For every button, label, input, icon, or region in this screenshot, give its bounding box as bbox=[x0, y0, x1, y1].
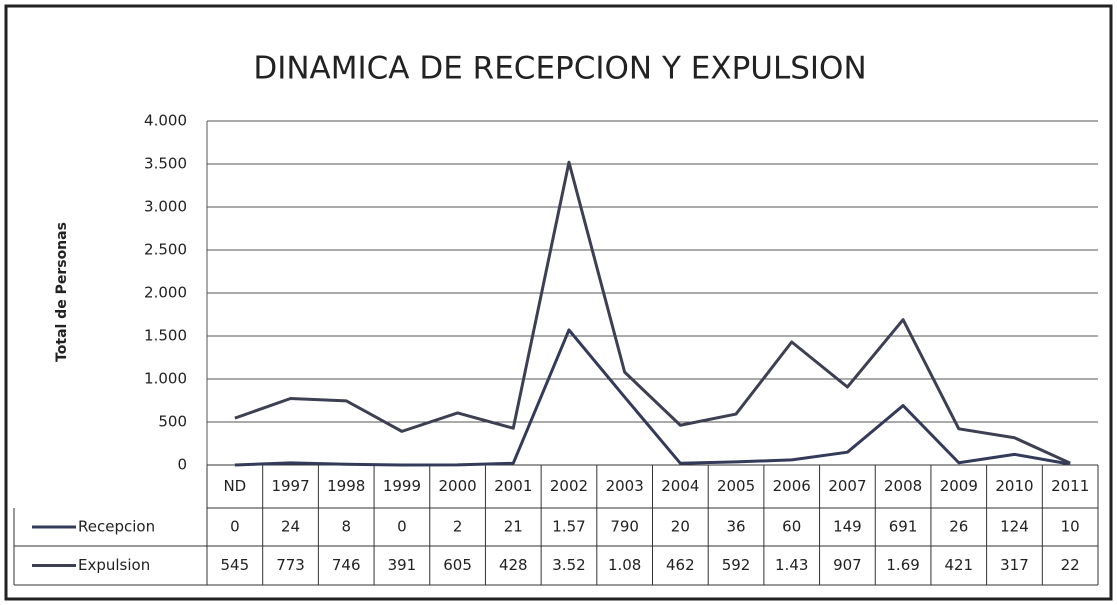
x-tick-label: 2007 bbox=[828, 477, 866, 495]
x-tick-label: ND bbox=[223, 477, 246, 495]
table-value: 1.08 bbox=[608, 556, 641, 574]
table-value: 1.69 bbox=[886, 556, 919, 574]
series-line bbox=[234, 160, 1071, 465]
y-axis-label: Total de Personas bbox=[54, 222, 70, 362]
table-value: 773 bbox=[276, 556, 305, 574]
table-value: 2 bbox=[453, 518, 463, 536]
x-tick-label: 2009 bbox=[940, 477, 978, 495]
x-tick-label: 1998 bbox=[327, 477, 365, 495]
table-value: 21 bbox=[504, 518, 523, 536]
y-tick-label: 1.000 bbox=[144, 370, 187, 388]
chart-frame bbox=[4, 4, 1113, 601]
x-tick-label: 2002 bbox=[550, 477, 588, 495]
table-value: 8 bbox=[341, 518, 351, 536]
table-value: 545 bbox=[221, 556, 250, 574]
table-value: 3.52 bbox=[552, 556, 585, 574]
x-tick-label: 2003 bbox=[606, 477, 644, 495]
x-tick-label: 2000 bbox=[439, 477, 477, 495]
legend-label: Expulsion bbox=[78, 556, 150, 574]
table-value: 36 bbox=[726, 518, 745, 536]
table-value: 60 bbox=[782, 518, 801, 536]
x-tick-label: 2010 bbox=[995, 477, 1033, 495]
table-value: 421 bbox=[944, 556, 973, 574]
chart-title: DINAMICA DE RECEPCION Y EXPULSION bbox=[253, 51, 866, 87]
table-value: 691 bbox=[889, 518, 918, 536]
table-value: 124 bbox=[1000, 518, 1029, 536]
table-value: 428 bbox=[499, 556, 528, 574]
y-tick-label: 4.000 bbox=[144, 112, 187, 130]
y-tick-label: 2.000 bbox=[144, 284, 187, 302]
table-value: 0 bbox=[230, 518, 240, 536]
y-tick-label: 2.500 bbox=[144, 241, 187, 259]
y-tick-label: 500 bbox=[158, 413, 187, 431]
y-tick-label: 3.000 bbox=[144, 198, 187, 216]
x-tick-label: 2001 bbox=[494, 477, 532, 495]
y-tick-label: 3.500 bbox=[144, 155, 187, 173]
table-value: 790 bbox=[610, 518, 639, 536]
x-tick-label: 1997 bbox=[271, 477, 309, 495]
table-value: 317 bbox=[1000, 556, 1029, 574]
x-tick-label: 2004 bbox=[661, 477, 699, 495]
table-value: 0 bbox=[397, 518, 407, 536]
x-tick-label: 2005 bbox=[717, 477, 755, 495]
y-tick-label: 0 bbox=[177, 456, 187, 474]
legend-label: Recepcion bbox=[78, 518, 155, 536]
table-value: 907 bbox=[833, 556, 862, 574]
table-value: 10 bbox=[1061, 518, 1080, 536]
x-tick-label: 2008 bbox=[884, 477, 922, 495]
y-tick-label: 1.500 bbox=[144, 327, 187, 345]
table-value: 592 bbox=[722, 556, 751, 574]
table-value: 20 bbox=[671, 518, 690, 536]
table-value: 391 bbox=[388, 556, 417, 574]
table-value: 26 bbox=[949, 518, 968, 536]
table-value: 22 bbox=[1061, 556, 1080, 574]
x-tick-label: 2006 bbox=[773, 477, 811, 495]
x-tick-label: 2011 bbox=[1051, 477, 1089, 495]
table-value: 605 bbox=[443, 556, 472, 574]
table-value: 149 bbox=[833, 518, 862, 536]
x-tick-label: 1999 bbox=[383, 477, 421, 495]
table-value: 462 bbox=[666, 556, 695, 574]
series-line bbox=[234, 328, 1071, 467]
table-value: 1.57 bbox=[552, 518, 585, 536]
table-value: 24 bbox=[281, 518, 300, 536]
table-value: 1.43 bbox=[775, 556, 808, 574]
table-value: 746 bbox=[332, 556, 361, 574]
